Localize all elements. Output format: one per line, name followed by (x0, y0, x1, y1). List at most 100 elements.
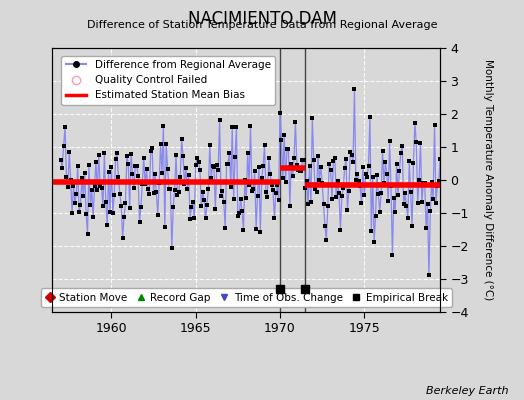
Point (194, 158, 203, 165)
Point (86, 202, 94, 208)
Point (266, 171, 275, 177)
Point (255, 164, 263, 170)
Point (343, 206, 352, 213)
Point (419, 180, 428, 187)
Point (359, 164, 367, 170)
Point (418, 199, 426, 205)
Point (270, 215, 279, 222)
Point (172, 152, 180, 158)
Point (277, 137, 286, 143)
Point (342, 156, 350, 162)
Point (176, 174, 184, 180)
Point (401, 190, 409, 196)
Point (413, 200, 422, 206)
Point (328, 196, 336, 202)
Point (305, 163, 314, 170)
Point (102, 198, 110, 205)
Point (346, 149, 354, 156)
Point (287, 161, 296, 168)
Point (395, 168, 403, 174)
Point (301, 184, 310, 191)
Point (352, 177, 360, 184)
Point (326, 167, 335, 173)
Point (367, 228, 376, 234)
Point (211, 206, 220, 212)
Point (174, 189, 183, 195)
Point (205, 142, 214, 148)
Point (225, 149, 234, 156)
Point (428, 178, 436, 185)
Point (201, 215, 210, 222)
Point (383, 170, 391, 177)
Point (106, 209, 114, 216)
Point (162, 141, 170, 147)
Point (235, 209, 244, 216)
Point (92, 159, 100, 165)
Point (357, 200, 366, 206)
Point (288, 172, 297, 179)
Point (197, 203, 205, 210)
Point (363, 174, 372, 180)
Point (279, 175, 287, 181)
Point (422, 224, 430, 231)
Point (222, 160, 231, 167)
Point (443, 171, 451, 177)
Point (403, 215, 412, 221)
Point (168, 244, 176, 251)
Point (163, 166, 172, 172)
Point (432, 200, 440, 206)
Point (291, 119, 300, 125)
Point (284, 146, 292, 152)
Point (388, 252, 397, 258)
Point (210, 163, 218, 170)
Point (99, 203, 107, 209)
Point (436, 156, 444, 162)
Point (156, 141, 165, 147)
Point (245, 182, 253, 188)
Point (169, 204, 178, 210)
Point (141, 181, 149, 187)
Point (67, 176, 75, 183)
Point (179, 153, 187, 159)
Point (90, 182, 99, 189)
Point (412, 139, 420, 146)
Point (61, 123, 69, 130)
Point (385, 138, 394, 144)
Point (286, 202, 294, 209)
Point (370, 238, 378, 245)
Point (372, 213, 380, 220)
Point (259, 162, 267, 169)
Point (423, 200, 432, 207)
Point (183, 186, 191, 192)
Point (416, 140, 424, 146)
Point (113, 150, 121, 156)
Point (246, 123, 255, 129)
Point (190, 215, 199, 222)
Point (319, 200, 328, 207)
Point (81, 170, 89, 177)
Point (152, 189, 160, 196)
Point (373, 172, 381, 178)
Point (196, 167, 204, 173)
Point (238, 208, 246, 215)
Point (397, 150, 405, 156)
Point (248, 188, 256, 194)
Point (151, 170, 159, 177)
Point (339, 185, 347, 192)
Point (283, 145, 291, 152)
Point (121, 200, 129, 206)
Point (108, 210, 117, 216)
Point (170, 187, 179, 193)
Point (138, 180, 147, 187)
Point (100, 150, 108, 156)
Point (366, 114, 374, 120)
Point (280, 132, 288, 138)
Point (405, 158, 413, 164)
Point (390, 194, 398, 201)
Point (293, 162, 301, 168)
Point (85, 162, 93, 168)
Point (429, 196, 438, 202)
Point (318, 180, 326, 186)
Point (260, 142, 269, 148)
Point (214, 167, 222, 173)
